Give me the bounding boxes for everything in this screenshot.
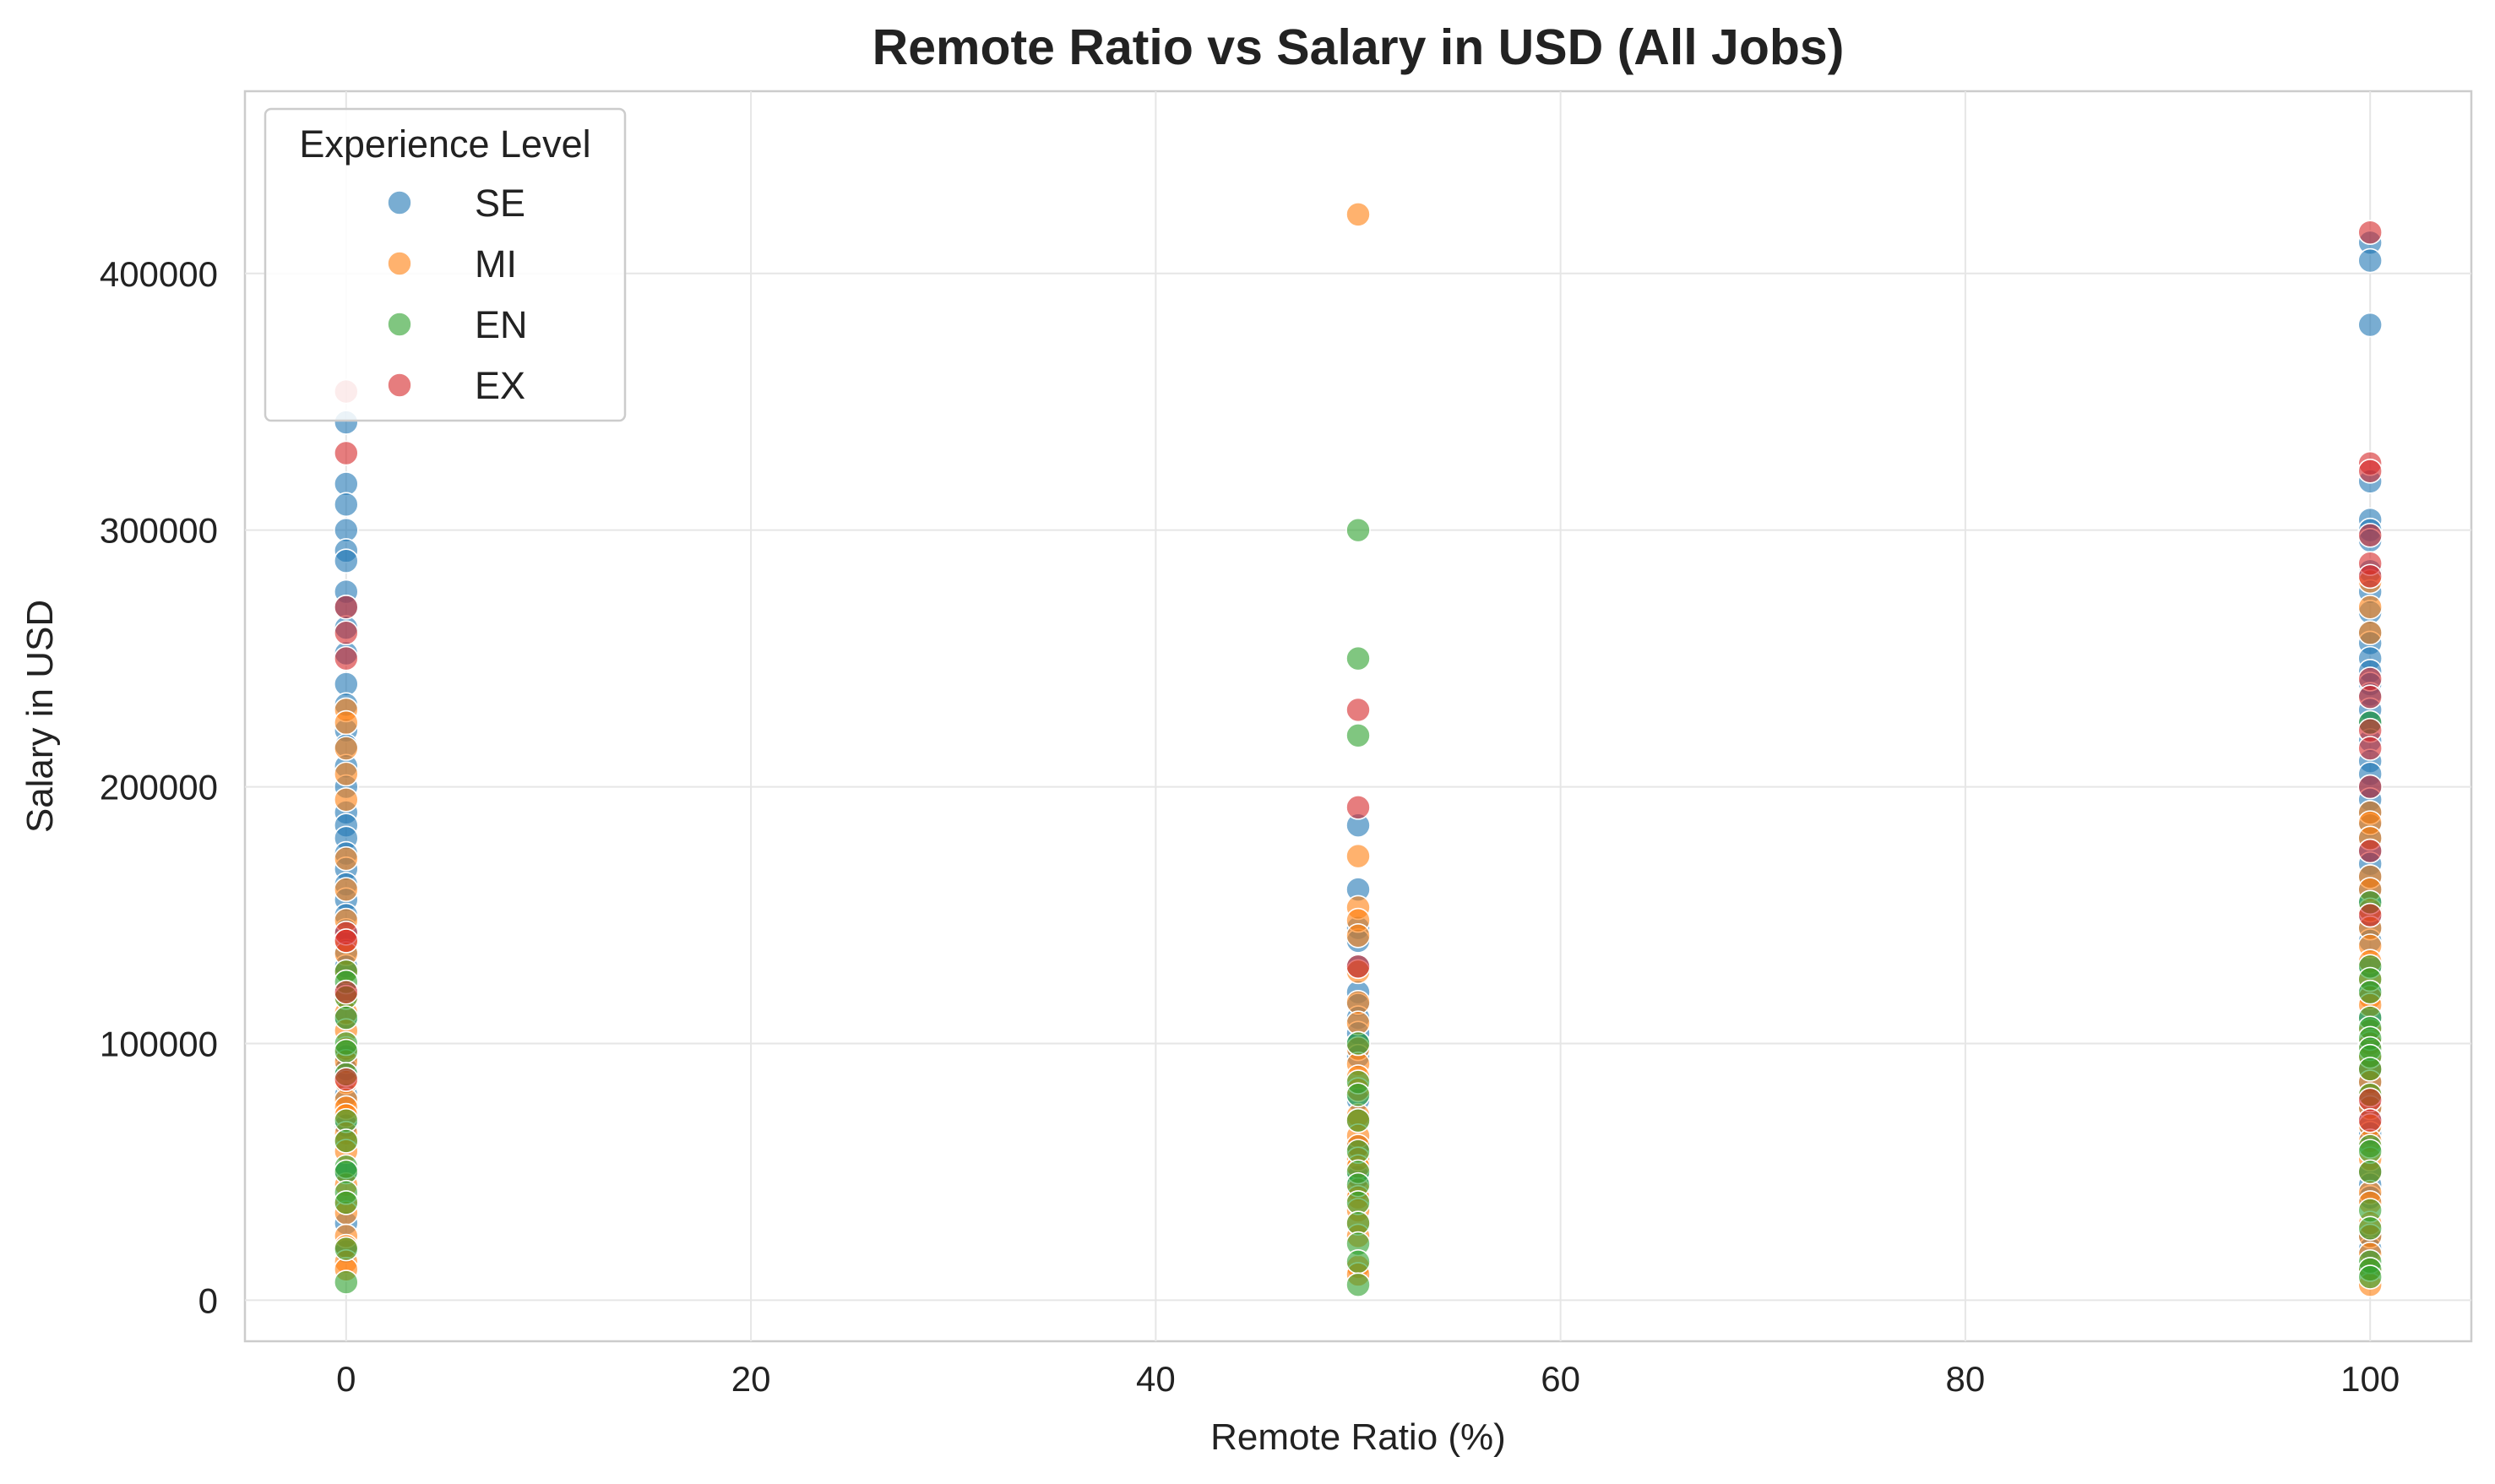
data-point — [1345, 795, 1371, 820]
y-axis-label: Salary in USD — [19, 600, 61, 833]
series-en — [334, 517, 2383, 1297]
legend-marker-ex — [387, 372, 412, 398]
data-point — [334, 845, 359, 872]
data-point — [334, 645, 359, 671]
legend-marker-se — [387, 190, 412, 215]
legend: Experience Level SE MI EN EX — [264, 107, 627, 422]
chart-title: Remote Ratio vs Salary in USD (All Jobs) — [872, 19, 1845, 75]
data-point — [2357, 563, 2383, 590]
data-point — [2357, 220, 2383, 245]
data-point — [334, 1236, 359, 1262]
data-point — [1345, 202, 1371, 227]
y-tick-label: 100000 — [100, 1024, 218, 1063]
y-tick-label: 200000 — [100, 768, 218, 807]
data-point — [2357, 595, 2383, 620]
legend-label: EN — [475, 303, 528, 346]
data-point — [2357, 838, 2383, 864]
y-axis-ticks: 0 100000 200000 300000 400000 — [100, 254, 218, 1321]
data-point — [2357, 902, 2383, 928]
data-point — [2357, 1264, 2383, 1290]
legend-box — [264, 107, 627, 422]
data-point — [334, 736, 359, 761]
data-point — [2357, 522, 2383, 548]
series-ex — [334, 220, 2383, 1133]
data-point — [2357, 979, 2383, 1005]
legend-label: EX — [475, 364, 525, 407]
data-point — [334, 440, 359, 466]
legend-label: SE — [475, 182, 525, 225]
data-point — [1345, 1248, 1371, 1275]
x-axis-ticks: 0 20 40 60 80 100 — [336, 1359, 2400, 1399]
x-tick-label: 80 — [1946, 1359, 1986, 1399]
data-point — [2357, 736, 2383, 761]
data-point — [2357, 774, 2383, 800]
y-tick-label: 300000 — [100, 511, 218, 551]
data-point — [1345, 1272, 1371, 1297]
data-point — [334, 492, 359, 518]
legend-items: SE MI EN EX — [387, 182, 528, 407]
data-point — [334, 877, 359, 902]
data-point — [2357, 1057, 2383, 1082]
data-point — [1345, 843, 1371, 869]
legend-marker-en — [387, 312, 412, 337]
data-point — [334, 761, 359, 787]
legend-title: Experience Level — [299, 122, 590, 166]
data-point — [334, 1269, 359, 1295]
data-point — [334, 1190, 359, 1215]
data-point — [334, 979, 359, 1005]
data-point — [2357, 247, 2383, 274]
data-point — [2357, 1159, 2383, 1185]
legend-label: MI — [475, 242, 517, 285]
data-point — [1345, 1082, 1371, 1108]
data-point — [334, 928, 359, 954]
data-point — [334, 1005, 359, 1030]
x-tick-label: 20 — [731, 1359, 771, 1399]
data-point — [1345, 1030, 1371, 1057]
data-points — [334, 202, 2383, 1297]
x-tick-label: 100 — [2340, 1359, 2400, 1399]
data-point — [334, 786, 359, 813]
legend-marker-mi — [387, 251, 412, 276]
data-point — [334, 620, 359, 646]
data-point — [2357, 1107, 2383, 1133]
data-point — [2357, 684, 2383, 710]
y-tick-label: 400000 — [100, 254, 218, 294]
x-tick-label: 0 — [336, 1359, 356, 1399]
data-point — [1345, 1107, 1371, 1133]
data-point — [2357, 1215, 2383, 1242]
data-point — [2357, 458, 2383, 484]
data-point — [1345, 954, 1371, 980]
data-point — [334, 1067, 359, 1092]
data-point — [1345, 645, 1371, 671]
data-point — [2357, 620, 2383, 646]
data-point — [334, 548, 359, 573]
data-point — [334, 595, 359, 620]
data-point — [334, 709, 359, 736]
x-tick-label: 40 — [1136, 1359, 1176, 1399]
x-axis-label: Remote Ratio (%) — [1210, 1416, 1506, 1458]
data-point — [1345, 722, 1371, 748]
data-point — [1345, 923, 1371, 949]
data-point — [1345, 517, 1371, 543]
data-point — [2357, 312, 2383, 338]
y-tick-label: 0 — [198, 1280, 218, 1320]
data-point — [1345, 697, 1371, 723]
data-point — [334, 1128, 359, 1154]
x-tick-label: 60 — [1541, 1359, 1580, 1399]
data-point — [334, 1038, 359, 1064]
